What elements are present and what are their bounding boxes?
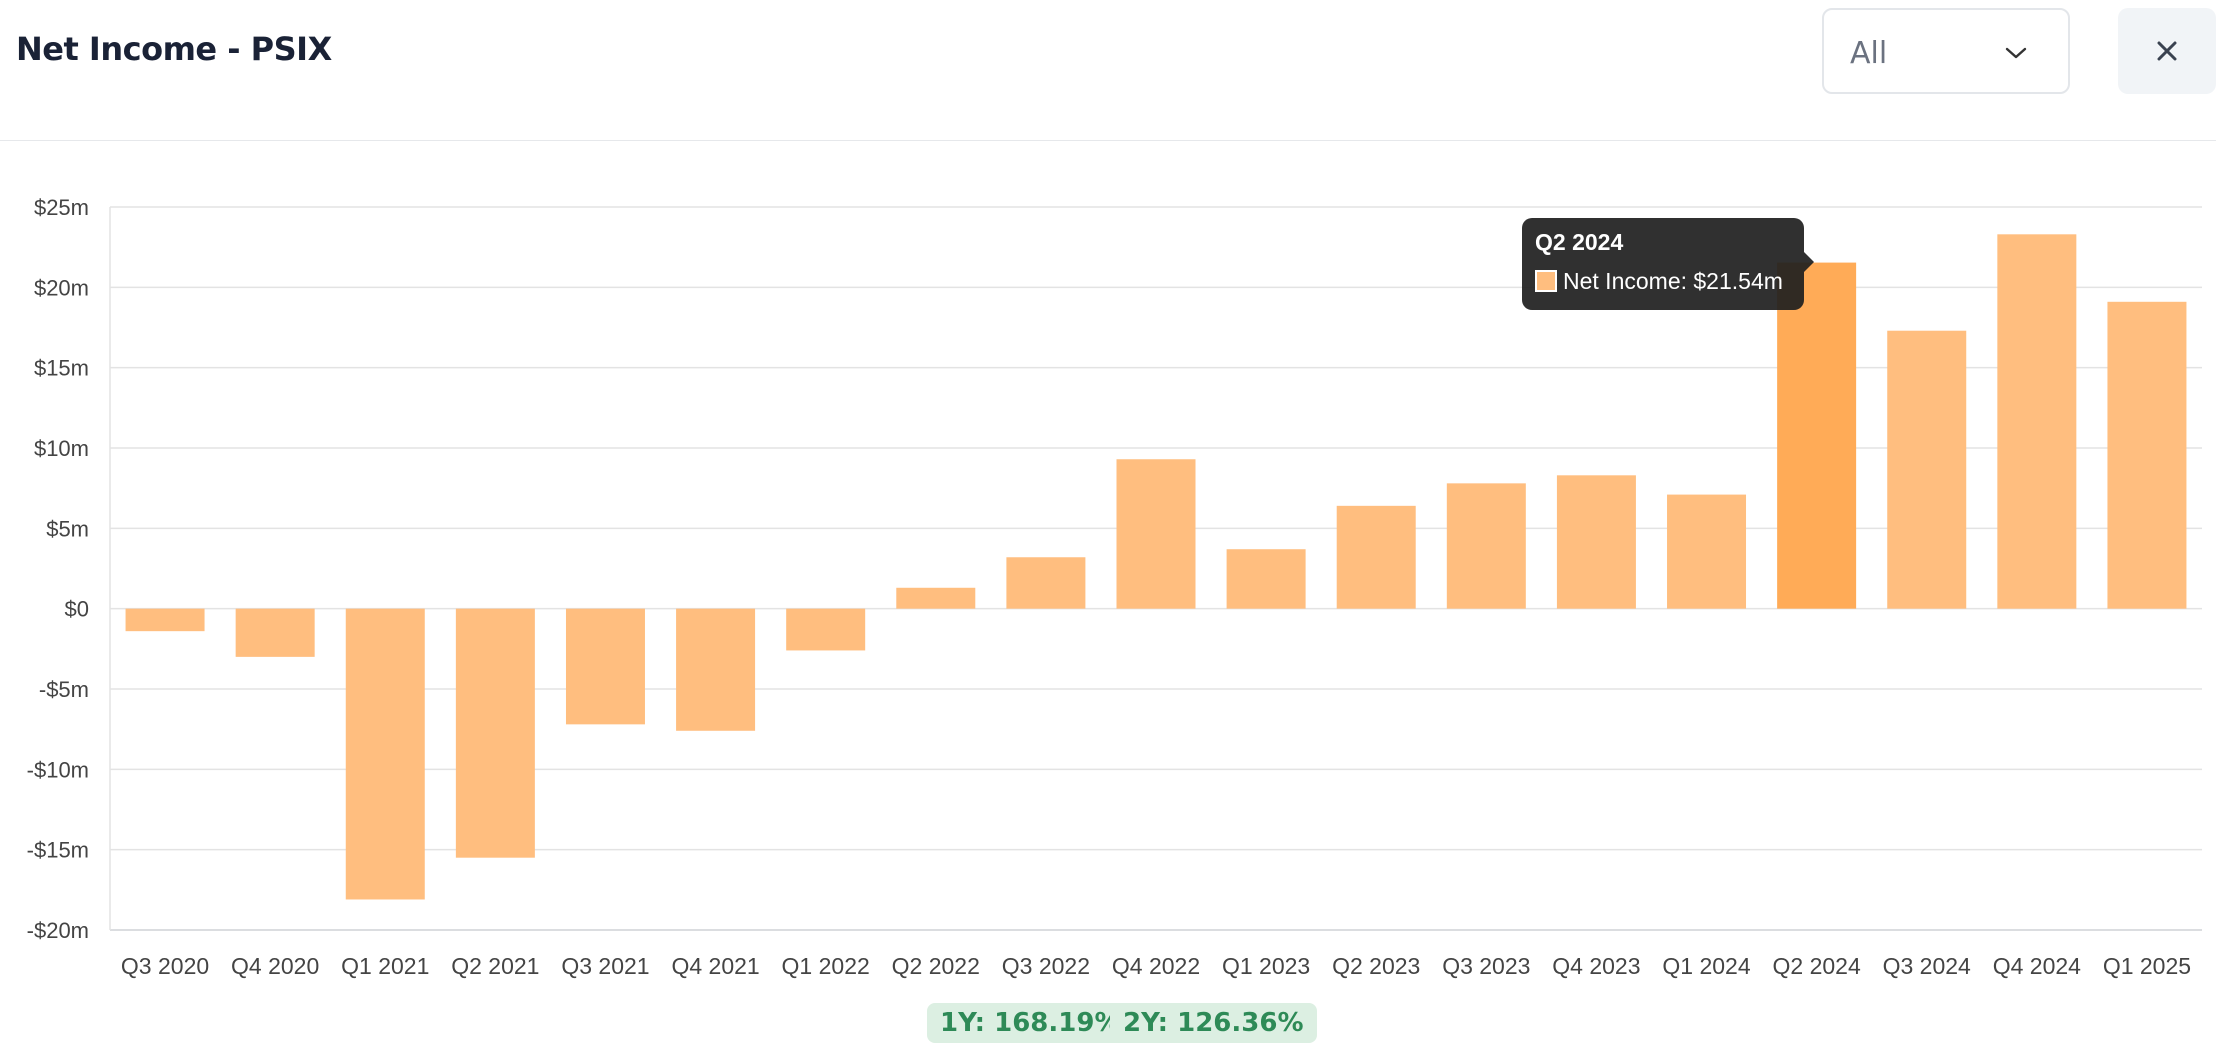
bar-q4-2024 [1997,234,2077,609]
bar-q1-2021 [345,608,425,900]
x-tick-label: Q4 2023 [1552,953,1640,979]
x-tick-label: Q4 2020 [231,953,319,979]
close-button[interactable] [2118,8,2216,94]
x-tick-label: Q3 2024 [1883,953,1971,979]
x-tick-label: Q3 2022 [1002,953,1090,979]
bar-q3-2020 [125,608,205,632]
x-tick-label: Q2 2024 [1773,953,1861,979]
y-tick-label: -$15m [27,838,89,863]
tooltip-title: Q2 2024 [1535,229,1624,255]
x-tick-label: Q2 2021 [451,953,539,979]
y-tick-label: -$10m [27,757,89,782]
bar-q1-2023 [1226,549,1306,609]
x-tick-label: Q1 2025 [2103,953,2191,979]
x-tick-label: Q4 2022 [1112,953,1200,979]
period-select[interactable]: All [1822,8,2070,94]
bar-q2-2024 [1777,262,1857,609]
bar-q1-2022 [786,608,866,651]
x-tick-label: Q3 2023 [1442,953,1530,979]
page-title: Net Income - PSIX [16,30,332,68]
bar-q4-2021 [676,608,756,731]
close-icon [2157,41,2177,61]
bar-q3-2024 [1887,330,1967,609]
bar-q1-2024 [1667,494,1747,609]
chevron-down-icon [2005,47,2027,59]
growth-badge-1y: 1Y: 168.19% [927,1003,1134,1043]
bar-q3-2023 [1446,483,1526,609]
bar-q3-2021 [565,608,645,725]
y-tick-label: $20m [34,275,89,300]
bar-q1-2025 [2107,301,2187,609]
bar-q4-2023 [1556,475,1636,609]
bar-q4-2020 [235,608,315,657]
growth-badge-2y: 2Y: 126.36% [1110,1003,1317,1043]
x-tick-label: Q2 2022 [892,953,980,979]
y-tick-label: $5m [46,516,89,541]
x-tick-label: Q2 2023 [1332,953,1420,979]
bar-q2-2021 [455,608,535,858]
y-tick-label: -$20m [27,918,89,943]
bar-q3-2022 [1006,557,1086,609]
bar-q4-2022 [1116,459,1196,609]
y-tick-label: $10m [34,436,89,461]
x-tick-label: Q3 2020 [121,953,209,979]
chart-header: Net Income - PSIX All [0,0,2216,141]
x-tick-label: Q1 2022 [782,953,870,979]
bar-q2-2022 [896,587,976,609]
x-tick-label: Q1 2024 [1662,953,1750,979]
y-tick-label: -$5m [39,677,89,702]
tooltip-arrow [1804,252,1814,272]
y-tick-label: $15m [34,356,89,381]
x-tick-label: Q4 2024 [1993,953,2081,979]
period-select-value: All [1850,36,1888,71]
x-tick-label: Q1 2021 [341,953,429,979]
tooltip-value: Net Income: $21.54m [1563,268,1783,294]
chart-tooltip: Q2 2024 Net Income: $21.54m [1522,218,1804,310]
x-tick-label: Q1 2023 [1222,953,1310,979]
net-income-bar-chart: $25m $20m $15m $10m $5m $0 -$5m -$10m -$15m -$20m… [27,195,2202,979]
x-tick-label: Q4 2021 [671,953,759,979]
x-tick-label: Q3 2021 [561,953,649,979]
tooltip-series-swatch [1535,270,1557,292]
bar-q2-2023 [1336,505,1416,609]
y-tick-label: $25m [34,195,89,220]
y-tick-label: $0 [65,597,89,622]
